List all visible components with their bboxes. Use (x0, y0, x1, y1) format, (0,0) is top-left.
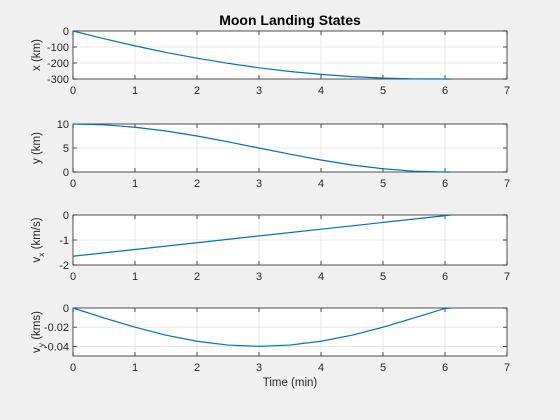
y-axis-label: vx (km/s) (31, 217, 46, 262)
series-line-x (72, 30, 452, 80)
x-tick-label: 3 (256, 178, 262, 190)
x-tick-label: 2 (194, 362, 200, 374)
x-tick-label: 0 (70, 178, 76, 190)
y-tick-label: 5 (63, 143, 69, 155)
subplot-vx: 0 1 2 3 4 5 6 7 0 -1 -2 vx (km/s) (31, 210, 510, 283)
x-tick-label: 4 (318, 85, 324, 97)
x-tick-label: 2 (194, 271, 200, 283)
x-tick-label: 0 (70, 271, 76, 283)
y-tick-label: -100 (47, 42, 69, 54)
x-axis-label: Time (min) (263, 377, 318, 389)
y-tick-label: -0.04 (44, 341, 69, 353)
series-line-vx (72, 214, 452, 257)
x-tick-label: 7 (504, 362, 510, 374)
y-tick-label: 0 (63, 303, 69, 315)
subplot-y: 0 1 2 3 4 5 6 7 0 5 10 y (km) (31, 119, 510, 190)
y-tick-label: 0 (63, 26, 69, 38)
subplot-x: 0 1 2 3 4 5 6 7 0 -100 -200 -300 x (km) (31, 26, 510, 97)
x-tick-label: 1 (132, 178, 138, 190)
series-line-vy (72, 307, 452, 348)
x-tick-label: 6 (442, 362, 448, 374)
plot-area (72, 307, 508, 357)
y-tick-label: -2 (59, 260, 69, 272)
x-tick-label: 7 (504, 271, 510, 283)
series-line-y (72, 123, 452, 173)
x-tick-label: 1 (132, 362, 138, 374)
x-tick-label: 5 (380, 85, 386, 97)
y-axis-label: y (km) (31, 132, 43, 164)
x-tick-label: 2 (194, 85, 200, 97)
y-tick-label: -1 (59, 235, 69, 247)
x-tick-label: 2 (194, 178, 200, 190)
y-tick-label: 10 (57, 119, 69, 131)
x-tick-label: 4 (318, 271, 324, 283)
x-tick-label: 5 (380, 362, 386, 374)
x-tick-label: 6 (442, 271, 448, 283)
chart-title: Moon Landing States (219, 12, 361, 28)
y-axis-label: x (km) (31, 39, 43, 71)
x-tick-label: 5 (380, 178, 386, 190)
x-tick-label: 3 (256, 85, 262, 97)
x-tick-label: 3 (256, 271, 262, 283)
y-axis-label: vy (kms) (31, 311, 46, 353)
x-tick-label: 1 (132, 271, 138, 283)
x-tick-label: 7 (504, 178, 510, 190)
y-tick-label: -300 (47, 74, 69, 86)
x-tick-label: 0 (70, 362, 76, 374)
y-tick-label: -0.02 (44, 322, 69, 334)
x-tick-label: 4 (318, 362, 324, 374)
x-tick-label: 0 (70, 85, 76, 97)
x-tick-label: 1 (132, 85, 138, 97)
y-tick-label: 0 (63, 167, 69, 179)
y-tick-label: 0 (63, 210, 69, 222)
x-tick-label: 6 (442, 85, 448, 97)
x-tick-label: 7 (504, 85, 510, 97)
x-tick-label: 3 (256, 362, 262, 374)
y-tick-label: -200 (47, 58, 69, 70)
x-tick-label: 5 (380, 271, 386, 283)
x-tick-label: 4 (318, 178, 324, 190)
x-tick-label: 6 (442, 178, 448, 190)
